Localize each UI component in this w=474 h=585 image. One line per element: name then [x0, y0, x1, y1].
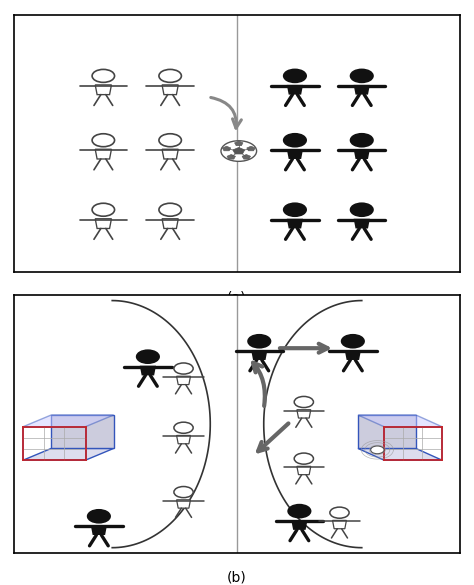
Ellipse shape	[159, 70, 182, 82]
Ellipse shape	[92, 70, 115, 82]
Ellipse shape	[284, 134, 306, 147]
Text: (b): (b)	[227, 571, 247, 585]
Polygon shape	[354, 85, 370, 95]
Polygon shape	[287, 219, 303, 229]
Ellipse shape	[174, 422, 193, 433]
Polygon shape	[177, 435, 191, 444]
Polygon shape	[162, 149, 178, 159]
Polygon shape	[354, 219, 370, 229]
Polygon shape	[287, 149, 303, 159]
Circle shape	[371, 446, 384, 454]
Polygon shape	[95, 219, 111, 229]
Polygon shape	[287, 85, 303, 95]
Polygon shape	[162, 219, 178, 229]
Polygon shape	[95, 85, 111, 95]
Ellipse shape	[342, 335, 364, 347]
FancyArrowPatch shape	[253, 363, 265, 406]
Polygon shape	[177, 500, 191, 508]
Ellipse shape	[92, 203, 115, 216]
Polygon shape	[345, 350, 361, 360]
Ellipse shape	[174, 363, 193, 374]
Ellipse shape	[351, 70, 373, 82]
Polygon shape	[140, 366, 156, 376]
Ellipse shape	[294, 453, 313, 464]
Polygon shape	[297, 466, 311, 474]
Polygon shape	[162, 85, 178, 95]
Ellipse shape	[284, 203, 306, 216]
Circle shape	[221, 141, 256, 161]
Polygon shape	[235, 141, 243, 146]
Polygon shape	[91, 525, 107, 535]
Polygon shape	[251, 350, 267, 360]
Ellipse shape	[92, 134, 115, 147]
Polygon shape	[358, 449, 442, 460]
Ellipse shape	[330, 507, 349, 518]
Polygon shape	[23, 415, 114, 426]
Ellipse shape	[174, 487, 193, 498]
Ellipse shape	[288, 505, 310, 518]
Polygon shape	[242, 154, 251, 159]
Ellipse shape	[137, 350, 159, 363]
Ellipse shape	[351, 203, 373, 216]
Ellipse shape	[248, 335, 271, 347]
Polygon shape	[233, 147, 245, 154]
Polygon shape	[177, 376, 191, 384]
FancyArrowPatch shape	[211, 98, 241, 128]
Ellipse shape	[159, 203, 182, 216]
Ellipse shape	[88, 510, 110, 523]
Ellipse shape	[159, 134, 182, 147]
Polygon shape	[227, 154, 236, 159]
Polygon shape	[291, 520, 308, 530]
Polygon shape	[247, 146, 255, 151]
Polygon shape	[354, 149, 370, 159]
Polygon shape	[297, 410, 311, 418]
Polygon shape	[23, 449, 114, 460]
Polygon shape	[222, 146, 231, 151]
Ellipse shape	[351, 134, 373, 147]
Text: (a): (a)	[227, 290, 247, 304]
Polygon shape	[51, 415, 114, 449]
Polygon shape	[95, 149, 111, 159]
Polygon shape	[358, 415, 442, 426]
Polygon shape	[358, 415, 416, 449]
Ellipse shape	[284, 70, 306, 82]
Polygon shape	[333, 521, 346, 529]
Ellipse shape	[294, 397, 313, 408]
